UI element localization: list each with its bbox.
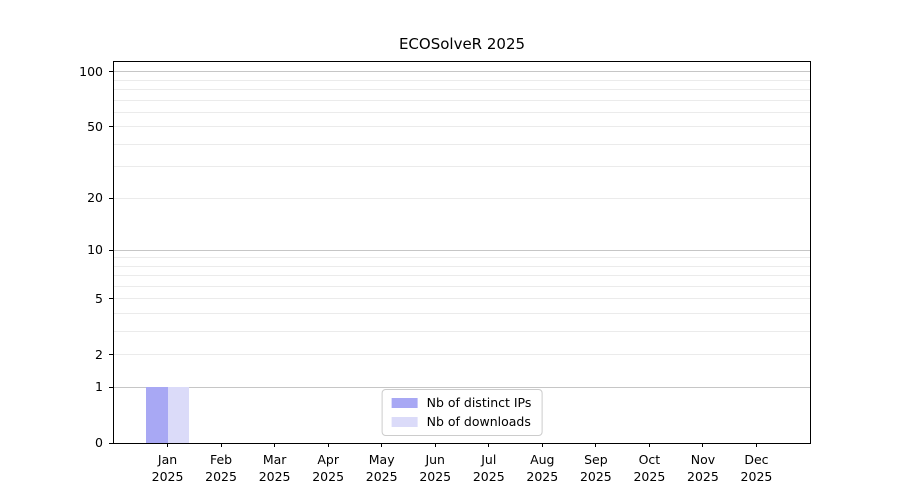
x-tick-mark xyxy=(327,443,329,447)
y-axis-tick-label: 1 xyxy=(95,379,103,395)
x-tick-month: Jan xyxy=(157,452,178,467)
x-tick-mark xyxy=(167,443,169,447)
gridline-minor xyxy=(114,275,810,277)
x-axis-tick-label: Feb 2025 xyxy=(181,451,261,485)
y-tick-mark xyxy=(109,249,113,251)
x-tick-mark xyxy=(648,443,650,447)
x-tick-mark xyxy=(702,443,704,447)
legend-swatch-distinct-ips xyxy=(391,398,418,408)
gridline-minor xyxy=(114,126,810,128)
x-tick-month: Apr xyxy=(317,452,339,467)
x-tick-month: Nov xyxy=(690,452,716,467)
x-axis-tick-label: Nov 2025 xyxy=(663,451,743,485)
x-axis: Jan 2025 Feb 2025 Mar 2025 Apr 2025 May 2025 Jun 20… xyxy=(114,443,810,498)
x-tick-year: 2025 xyxy=(579,469,612,484)
x-tick-mark xyxy=(755,443,757,447)
x-axis-tick-label: Apr 2025 xyxy=(288,451,368,485)
chart-title: ECOSolveR 2025 xyxy=(398,35,526,53)
y-tick-mark xyxy=(109,442,113,444)
y-tick-mark xyxy=(109,126,113,128)
bar-distinct-ips xyxy=(146,387,168,443)
x-tick-month: Jul xyxy=(481,452,497,467)
y-axis-tick-label: 20 xyxy=(87,190,103,206)
gridline-minor xyxy=(114,88,810,90)
x-axis-tick-label: Aug 2025 xyxy=(502,451,582,485)
x-tick-year: 2025 xyxy=(365,469,398,484)
legend-label-downloads: Nb of downloads xyxy=(426,414,531,429)
plot-area: Nb of distinct IPs Nb of downloads xyxy=(113,61,811,444)
x-tick-mark xyxy=(220,443,222,447)
x-tick-month: Dec xyxy=(744,452,769,467)
legend-swatch-downloads xyxy=(391,417,418,427)
gridline-major xyxy=(114,386,810,388)
gridline-minor xyxy=(114,197,810,199)
gridline-minor xyxy=(114,257,810,259)
gridline-minor xyxy=(114,265,810,267)
x-tick-month: Mar xyxy=(262,452,287,467)
y-tick-mark xyxy=(109,298,113,300)
x-axis-tick-label: Jan 2025 xyxy=(128,451,208,485)
gridline-minor xyxy=(114,143,810,145)
gridline-minor xyxy=(114,166,810,168)
gridline-minor xyxy=(114,285,810,287)
legend-item: Nb of distinct IPs xyxy=(391,395,532,410)
y-axis-tick-label: 10 xyxy=(87,242,103,258)
gridline-major xyxy=(114,249,810,251)
x-tick-month: Oct xyxy=(638,452,661,467)
y-axis: 0 1 2 5 10 20 50 100 xyxy=(0,62,114,450)
x-tick-month: Aug xyxy=(530,452,555,467)
gridline-minor xyxy=(114,111,810,113)
x-tick-year: 2025 xyxy=(526,469,559,484)
legend: Nb of distinct IPs Nb of downloads xyxy=(381,389,543,436)
x-axis-tick-label: Jul 2025 xyxy=(449,451,529,485)
x-tick-year: 2025 xyxy=(740,469,773,484)
x-tick-year: 2025 xyxy=(687,469,719,484)
gridline-minor xyxy=(114,99,810,101)
y-axis-tick-label: 5 xyxy=(95,290,103,306)
y-axis-tick-label: 2 xyxy=(95,346,103,362)
legend-item: Nb of downloads xyxy=(391,414,532,429)
x-tick-month: Jun xyxy=(425,452,445,467)
x-tick-year: 2025 xyxy=(205,469,237,484)
gridline-major xyxy=(114,71,810,73)
y-tick-mark xyxy=(109,197,113,199)
x-axis-tick-label: Jun 2025 xyxy=(395,451,475,485)
y-axis-tick-label: 0 xyxy=(95,435,103,450)
gridline-minor xyxy=(114,330,810,332)
x-tick-year: 2025 xyxy=(151,469,184,484)
y-tick-mark xyxy=(109,71,113,73)
x-tick-mark xyxy=(434,443,436,447)
x-axis-tick-label: Dec 2025 xyxy=(716,451,796,485)
x-tick-mark xyxy=(541,443,543,447)
y-tick-mark xyxy=(109,386,113,388)
gridline-minor xyxy=(114,298,810,300)
gridline-minor xyxy=(114,313,810,315)
y-axis-tick-label: 50 xyxy=(87,118,103,134)
y-axis-tick-label: 100 xyxy=(79,63,103,79)
x-axis-tick-label: Sep 2025 xyxy=(556,451,636,485)
x-tick-month: Sep xyxy=(584,452,608,467)
x-tick-mark xyxy=(595,443,597,447)
x-axis-tick-label: May 2025 xyxy=(342,451,422,485)
x-tick-year: 2025 xyxy=(258,469,291,484)
y-tick-mark xyxy=(109,354,113,356)
x-axis-tick-label: Mar 2025 xyxy=(235,451,315,485)
x-tick-mark xyxy=(488,443,490,447)
x-tick-year: 2025 xyxy=(472,469,505,484)
x-tick-year: 2025 xyxy=(633,469,666,484)
gridline-minor xyxy=(114,79,810,81)
x-axis-tick-label: Oct 2025 xyxy=(609,451,689,485)
x-tick-year: 2025 xyxy=(312,469,345,484)
x-tick-mark xyxy=(381,443,383,447)
x-tick-month: Feb xyxy=(209,452,233,467)
x-tick-year: 2025 xyxy=(419,469,452,484)
gridline-minor xyxy=(114,354,810,356)
x-tick-mark xyxy=(274,443,276,447)
x-tick-month: May xyxy=(368,452,395,467)
legend-label-distinct-ips: Nb of distinct IPs xyxy=(426,395,532,410)
bar-downloads xyxy=(167,387,189,443)
